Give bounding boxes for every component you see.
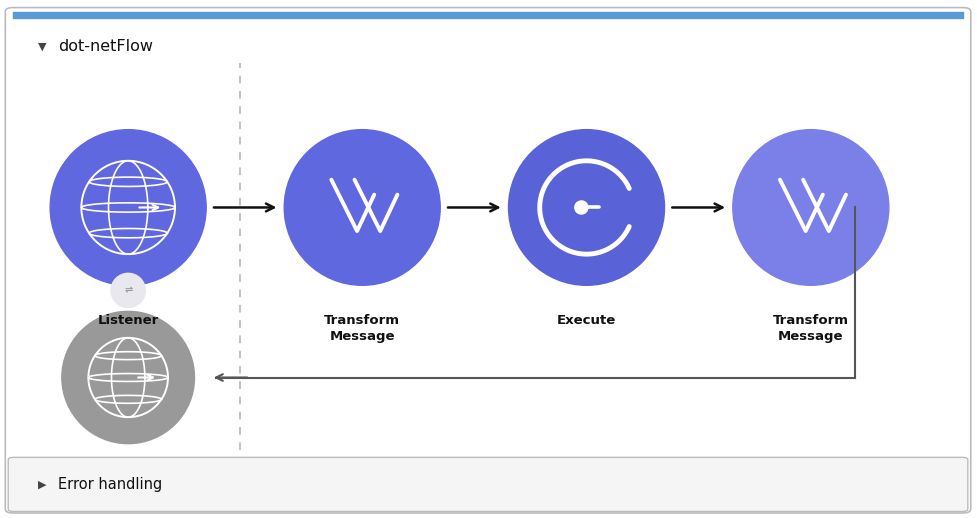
Ellipse shape: [574, 201, 587, 214]
Ellipse shape: [111, 274, 146, 308]
Ellipse shape: [732, 130, 888, 285]
Text: Transform
Message: Transform Message: [324, 313, 400, 343]
Text: Transform
Message: Transform Message: [772, 313, 848, 343]
Ellipse shape: [50, 130, 206, 285]
FancyBboxPatch shape: [8, 457, 967, 511]
Ellipse shape: [284, 130, 440, 285]
FancyBboxPatch shape: [5, 8, 970, 513]
Text: Error handling: Error handling: [58, 477, 162, 492]
Ellipse shape: [508, 130, 663, 285]
Text: Execute: Execute: [556, 313, 616, 327]
Text: ▶: ▶: [38, 479, 47, 489]
Text: Listener: Listener: [98, 313, 158, 327]
Text: ⇌: ⇌: [124, 285, 132, 295]
Ellipse shape: [62, 311, 194, 443]
Text: dot-netFlow: dot-netFlow: [58, 39, 152, 54]
Text: ▼: ▼: [38, 41, 47, 51]
